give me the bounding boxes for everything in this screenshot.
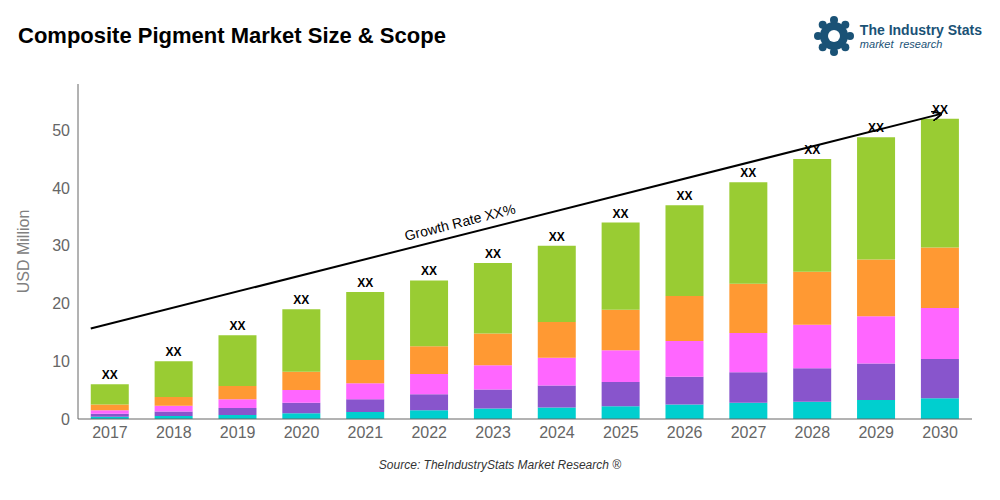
svg-text:2017: 2017: [92, 424, 128, 441]
svg-text:2020: 2020: [284, 424, 320, 441]
svg-text:2030: 2030: [922, 424, 958, 441]
svg-text:40: 40: [52, 180, 70, 197]
svg-text:XX: XX: [932, 103, 948, 117]
svg-text:2026: 2026: [667, 424, 703, 441]
svg-text:XX: XX: [357, 276, 373, 290]
svg-text:2018: 2018: [156, 424, 192, 441]
svg-text:30: 30: [52, 237, 70, 254]
html-text:Source: TheIndustryStats Marke: Source: TheIndustryStats Market Research…: [378, 458, 622, 472]
svg-text:XX: XX: [229, 319, 245, 333]
svg-text:2029: 2029: [858, 424, 894, 441]
svg-text:XX: XX: [804, 143, 820, 157]
svg-text:2021: 2021: [348, 424, 384, 441]
svg-text:XX: XX: [868, 121, 884, 135]
svg-text:XX: XX: [293, 293, 309, 307]
svg-text:2028: 2028: [795, 424, 831, 441]
svg-text:XX: XX: [613, 207, 629, 221]
svg-text:20: 20: [52, 295, 70, 312]
svg-text:Growth Rate XX%: Growth Rate XX%: [403, 201, 517, 244]
html-text:The Industry Stats: The Industry Stats: [859, 22, 982, 38]
svg-text:2024: 2024: [539, 424, 575, 441]
svg-text:50: 50: [52, 122, 70, 139]
svg-text:XX: XX: [421, 264, 437, 278]
svg-text:XX: XX: [485, 247, 501, 261]
svg-text:USD Million: USD Million: [15, 210, 32, 294]
svg-text:2022: 2022: [411, 424, 447, 441]
svg-text:2023: 2023: [475, 424, 511, 441]
svg-text:XX: XX: [676, 189, 692, 203]
svg-text:XX: XX: [740, 166, 756, 180]
svg-text:2027: 2027: [731, 424, 767, 441]
svg-text:0: 0: [61, 411, 70, 428]
svg-text:2019: 2019: [220, 424, 256, 441]
svg-text:XX: XX: [166, 345, 182, 359]
svg-text:XX: XX: [549, 230, 565, 244]
html-text:market research: market research: [859, 38, 943, 50]
svg-text:10: 10: [52, 353, 70, 370]
svg-text:2025: 2025: [603, 424, 639, 441]
html-text:Composite Pigment Market Size: Composite Pigment Market Size & Scope: [18, 23, 446, 48]
svg-text:XX: XX: [102, 368, 118, 382]
